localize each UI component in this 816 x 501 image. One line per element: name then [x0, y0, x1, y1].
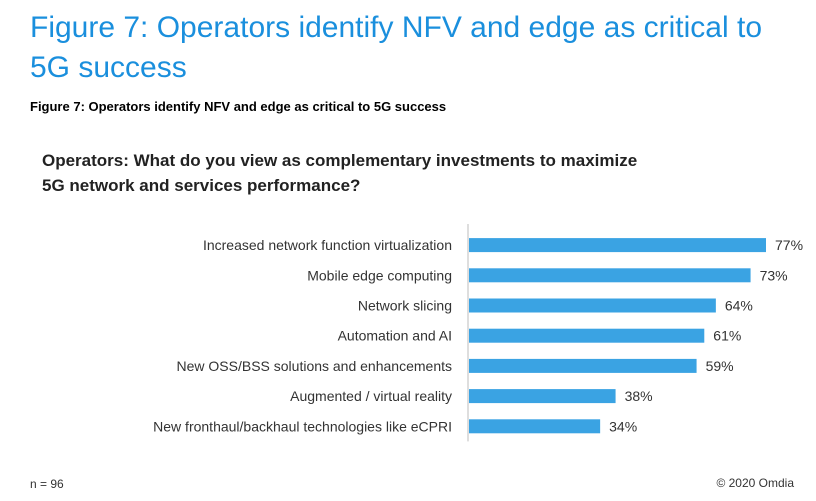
value-label: 38% — [625, 388, 653, 404]
bar — [469, 419, 601, 434]
bar — [469, 328, 705, 343]
bar — [469, 268, 751, 283]
figure-caption: Figure 7: Operators identify NFV and edg… — [30, 99, 447, 114]
page-title: Figure 7: Operators identify NFV and edg… — [30, 11, 763, 84]
bar — [469, 389, 616, 404]
value-label: 34% — [609, 418, 637, 434]
value-label: 59% — [706, 358, 734, 374]
category-label: Augmented / virtual reality — [290, 388, 452, 404]
category-label: New OSS/BSS solutions and enhancements — [177, 358, 453, 374]
value-label: 73% — [760, 267, 788, 283]
category-label: New fronthaul/backhaul technologies like… — [153, 418, 452, 434]
bar — [469, 238, 766, 253]
category-label: Automation and AI — [338, 328, 452, 344]
chart-question: Operators: What do you view as complemen… — [42, 151, 638, 195]
copyright-note: © 2020 Omdia — [716, 476, 794, 490]
value-label: 61% — [713, 328, 741, 344]
value-label: 64% — [725, 298, 753, 314]
category-label: Increased network function virtualizatio… — [203, 237, 452, 253]
category-label: Network slicing — [358, 298, 452, 314]
category-label: Mobile edge computing — [307, 267, 452, 283]
value-label: 77% — [775, 237, 803, 253]
bar — [469, 298, 716, 313]
bars-group: Increased network function virtualizatio… — [153, 237, 803, 434]
bar — [469, 358, 697, 373]
sample-size-note: n = 96 — [30, 477, 64, 491]
